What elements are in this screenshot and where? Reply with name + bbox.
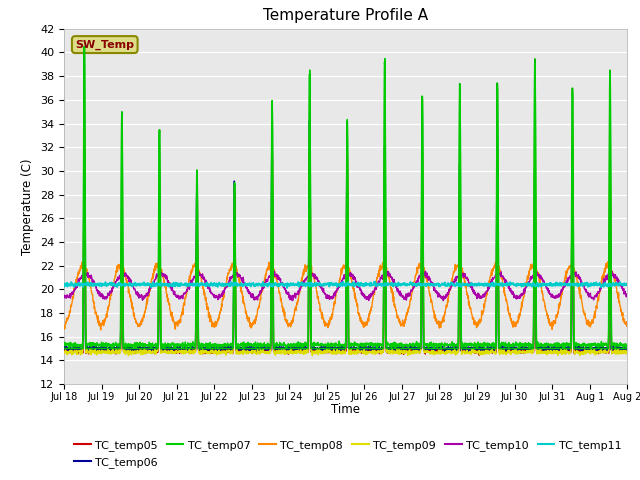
Text: SW_Temp: SW_Temp: [76, 39, 134, 50]
Legend: TC_temp05, TC_temp06, TC_temp07, TC_temp08, TC_temp09, TC_temp10, TC_temp11: TC_temp05, TC_temp06, TC_temp07, TC_temp…: [70, 436, 626, 472]
Title: Temperature Profile A: Temperature Profile A: [263, 9, 428, 24]
X-axis label: Time: Time: [331, 403, 360, 416]
Y-axis label: Temperature (C): Temperature (C): [22, 158, 35, 255]
